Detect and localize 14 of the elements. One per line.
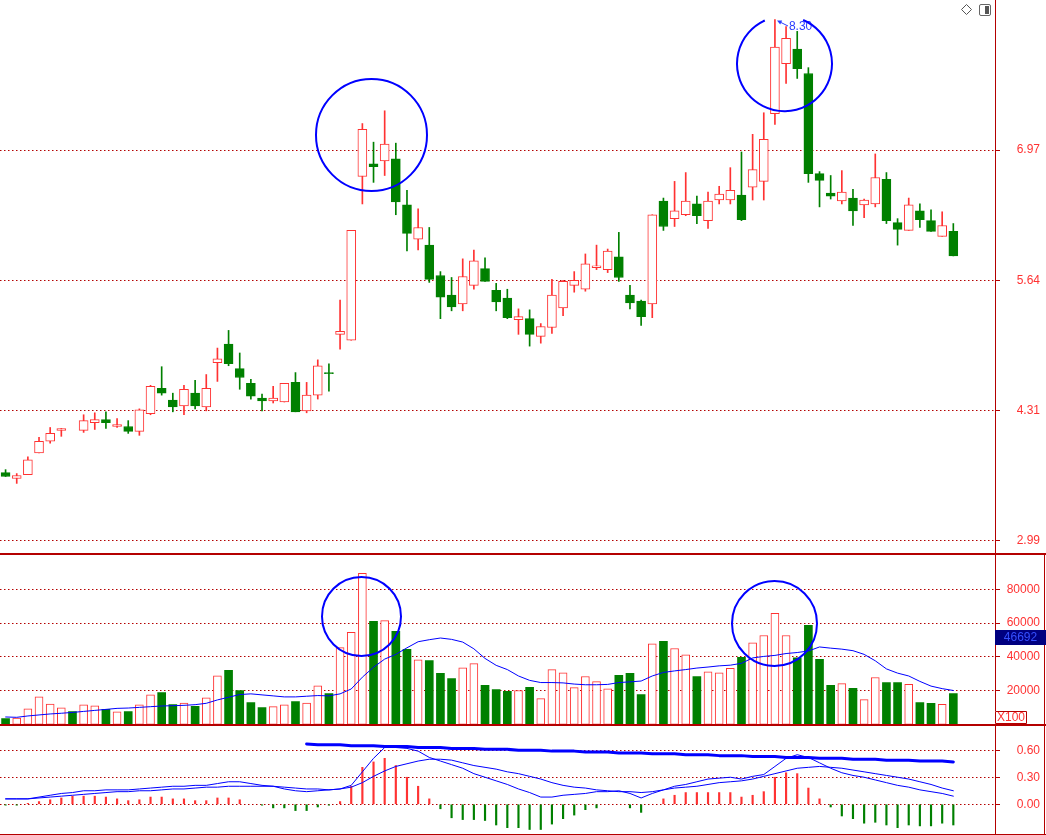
y-tick-label: 2.99 bbox=[1016, 532, 1041, 547]
y-tick-label: 4.31 bbox=[1016, 403, 1041, 418]
y-tick-label: 40000 bbox=[1006, 649, 1041, 664]
text: 46692 bbox=[1003, 630, 1038, 645]
annotation: 8.30 bbox=[788, 18, 813, 33]
y-tick-label: 60000 bbox=[1006, 615, 1041, 630]
y-tick-label: 80000 bbox=[1006, 581, 1041, 596]
y-tick-label: 0.00 bbox=[1016, 796, 1041, 811]
y-tick-label: 5.64 bbox=[1016, 272, 1041, 287]
text: X100 bbox=[996, 710, 1026, 725]
y-tick-label: 0.30 bbox=[1016, 769, 1041, 784]
y-tick-label: 6.97 bbox=[1016, 142, 1041, 157]
y-tick-label: 0.60 bbox=[1016, 742, 1041, 757]
y-tick-label: 20000 bbox=[1006, 682, 1041, 697]
